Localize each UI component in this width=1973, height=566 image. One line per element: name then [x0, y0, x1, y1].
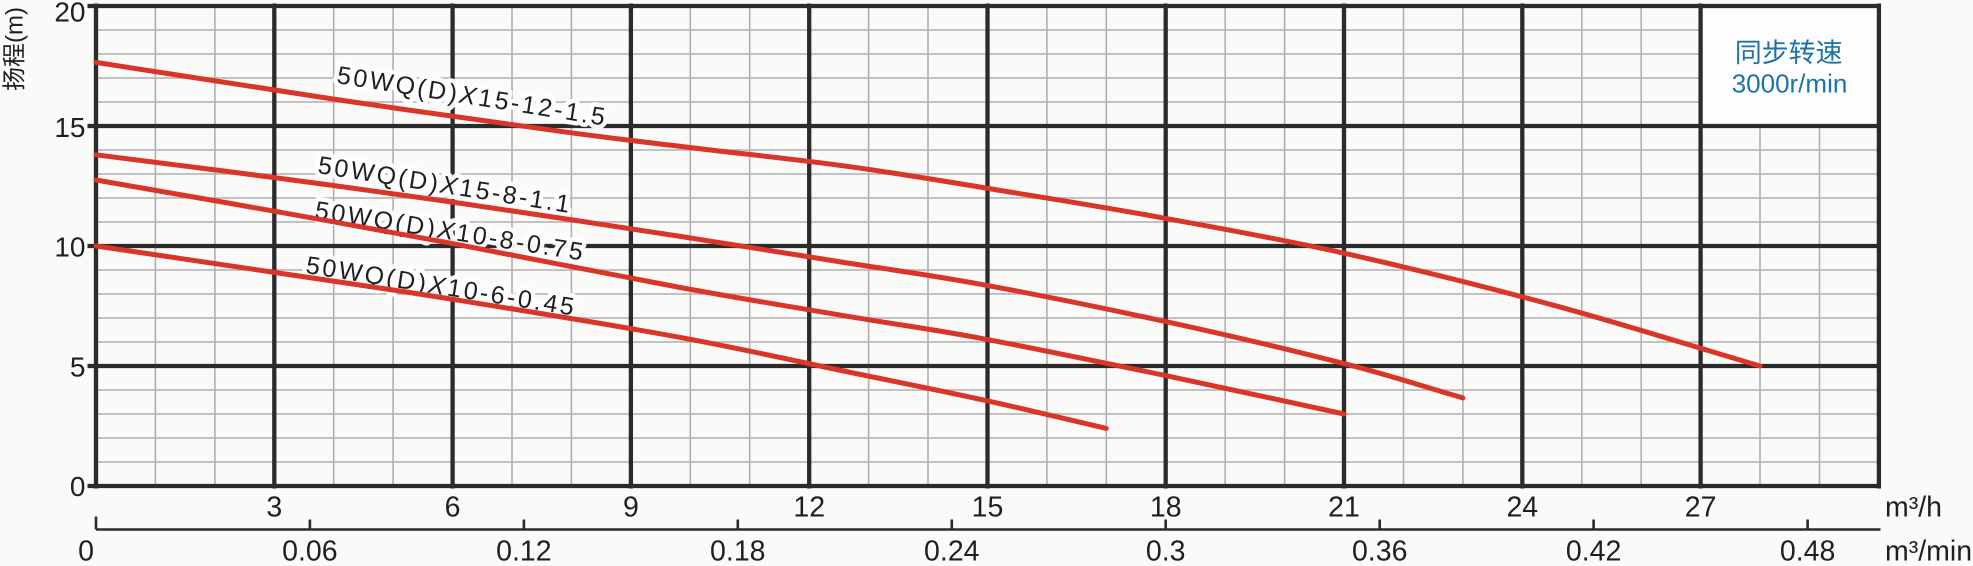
- svg-text:15: 15: [972, 492, 1004, 524]
- svg-text:0.18: 0.18: [710, 536, 765, 566]
- svg-text:20: 20: [54, 0, 85, 27]
- svg-text:0.36: 0.36: [1352, 536, 1407, 566]
- svg-text:5: 5: [70, 352, 86, 383]
- svg-text:18: 18: [1150, 492, 1182, 524]
- svg-text:15: 15: [54, 112, 85, 143]
- svg-text:10: 10: [54, 232, 85, 263]
- svg-text:6: 6: [445, 492, 461, 524]
- svg-text:9: 9: [623, 492, 639, 524]
- svg-text:3000r/min: 3000r/min: [1732, 69, 1848, 99]
- svg-text:27: 27: [1685, 492, 1717, 524]
- svg-text:0.24: 0.24: [924, 536, 980, 566]
- svg-text:0.12: 0.12: [496, 536, 551, 566]
- svg-text:0.3: 0.3: [1146, 536, 1186, 566]
- svg-text:3: 3: [266, 492, 282, 524]
- svg-text:0.48: 0.48: [1780, 536, 1835, 566]
- svg-text:12: 12: [793, 492, 825, 524]
- svg-text:m³/h: m³/h: [1885, 492, 1942, 524]
- svg-text:21: 21: [1328, 492, 1360, 524]
- svg-text:0.42: 0.42: [1566, 536, 1621, 566]
- svg-text:0: 0: [70, 471, 86, 502]
- svg-text:(m): (m): [2, 7, 29, 43]
- svg-text:0: 0: [78, 536, 94, 566]
- svg-text:m³/min: m³/min: [1885, 536, 1972, 566]
- svg-text:24: 24: [1506, 492, 1538, 524]
- svg-text:0.06: 0.06: [282, 536, 337, 566]
